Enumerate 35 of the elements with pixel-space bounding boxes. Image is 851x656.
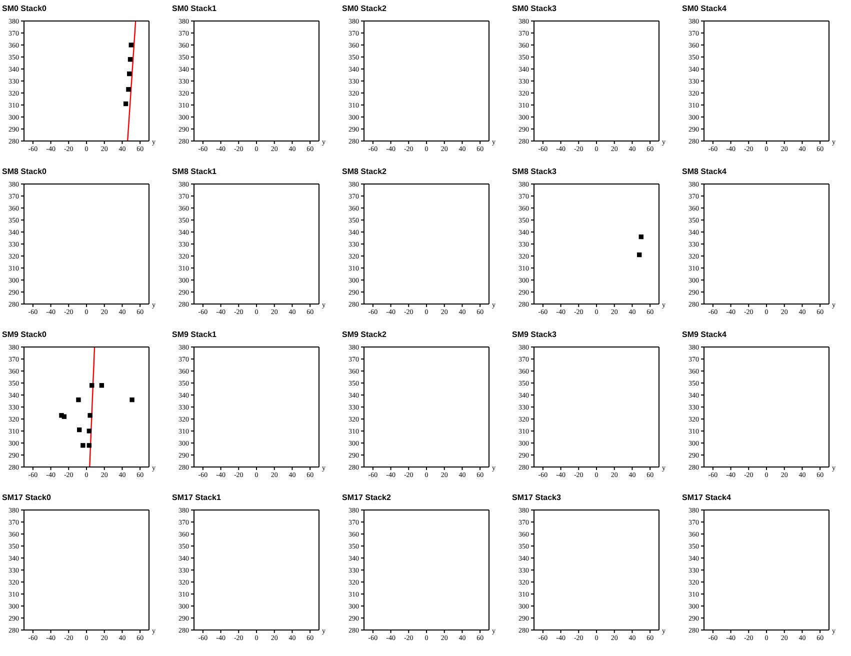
chart-title: SM0 Stack4 [682,4,726,13]
chart-title: SM8 Stack4 [682,167,726,176]
point [130,397,134,402]
point [90,383,94,388]
point [77,427,82,432]
point [128,42,134,48]
chart-title: SM17 Stack0 [2,493,51,502]
point [126,87,131,92]
chart-title: SM9 Stack2 [342,330,386,339]
point [127,71,132,76]
chart-title: SM8 Stack2 [342,167,386,176]
point [88,413,92,418]
chart-title: SM0 Stack1 [172,4,216,13]
chart-title: SM8 Stack0 [2,167,46,176]
chart-title: SM8 Stack1 [172,167,216,176]
chart-title: SM0 Stack0 [2,4,46,13]
chart-title: SM9 Stack1 [172,330,216,339]
chart-title: SM9 Stack4 [682,330,726,339]
chart-title: SM17 Stack3 [512,493,561,502]
chart-title: SM17 Stack4 [682,493,731,502]
point [62,414,67,419]
chart-title: SM17 Stack2 [342,493,391,502]
point [86,428,92,434]
chart-title: SM8 Stack3 [512,167,556,176]
chart-title: SM0 Stack3 [512,4,556,13]
chart-title: SM9 Stack0 [2,330,46,339]
point [128,57,133,62]
chart-title: SM0 Stack2 [342,4,386,13]
point [80,443,86,448]
point [99,383,104,388]
point [86,443,92,448]
point [123,101,128,106]
point [76,397,81,402]
chart-title: SM9 Stack3 [512,330,556,339]
chart-title: SM17 Stack1 [172,493,221,502]
